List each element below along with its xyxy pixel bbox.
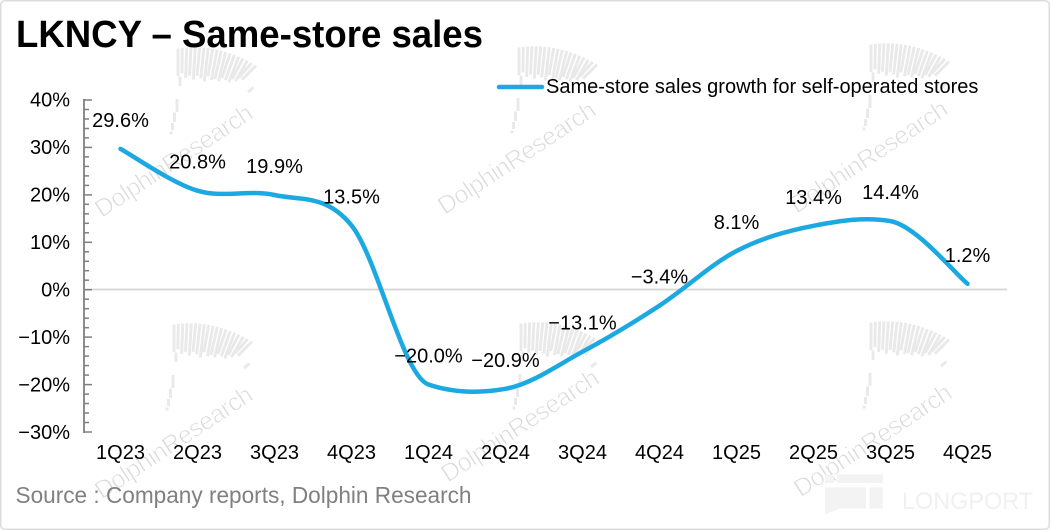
svg-text:−13.1%: −13.1% xyxy=(548,313,617,335)
svg-text:4Q25: 4Q25 xyxy=(943,442,992,464)
svg-text:10%: 10% xyxy=(30,232,70,254)
svg-text:14.4%: 14.4% xyxy=(862,182,919,204)
svg-text:30%: 30% xyxy=(30,137,70,159)
svg-text:19.9%: 19.9% xyxy=(246,156,303,178)
svg-text:−20.0%: −20.0% xyxy=(394,346,463,368)
svg-text:29.6%: 29.6% xyxy=(92,110,149,132)
svg-text:2Q23: 2Q23 xyxy=(173,442,222,464)
svg-text:LONGPORT: LONGPORT xyxy=(902,488,1033,515)
svg-text:4Q24: 4Q24 xyxy=(635,442,684,464)
svg-text:3Q23: 3Q23 xyxy=(250,442,299,464)
svg-text:3Q25: 3Q25 xyxy=(866,442,915,464)
svg-text:20.8%: 20.8% xyxy=(169,152,226,174)
svg-text:1.2%: 1.2% xyxy=(945,245,991,267)
svg-text:1Q24: 1Q24 xyxy=(404,442,453,464)
svg-text:13.5%: 13.5% xyxy=(323,186,380,208)
svg-text:8.1%: 8.1% xyxy=(714,212,760,234)
svg-text:−30%: −30% xyxy=(18,422,70,444)
svg-text:3Q24: 3Q24 xyxy=(558,442,607,464)
svg-text:0%: 0% xyxy=(41,280,70,302)
svg-text:2Q25: 2Q25 xyxy=(789,442,838,464)
svg-text:13.4%: 13.4% xyxy=(785,187,842,209)
svg-text:20%: 20% xyxy=(30,185,70,207)
svg-text:−20.9%: −20.9% xyxy=(471,350,540,372)
svg-text:40%: 40% xyxy=(30,90,70,112)
svg-text:Source : Company reports, Dolp: Source : Company reports, Dolphin Resear… xyxy=(16,482,472,508)
svg-text:1Q25: 1Q25 xyxy=(712,442,761,464)
svg-text:2Q24: 2Q24 xyxy=(481,442,530,464)
svg-text:−3.4%: −3.4% xyxy=(631,267,688,289)
svg-text:−10%: −10% xyxy=(18,327,70,349)
svg-text:4Q23: 4Q23 xyxy=(327,442,376,464)
svg-text:Same-store sales growth for se: Same-store sales growth for self-operate… xyxy=(546,76,978,98)
svg-text:1Q23: 1Q23 xyxy=(96,442,145,464)
svg-text:LKNCY – Same-store sales: LKNCY – Same-store sales xyxy=(16,14,483,56)
svg-text:−20%: −20% xyxy=(18,375,70,397)
